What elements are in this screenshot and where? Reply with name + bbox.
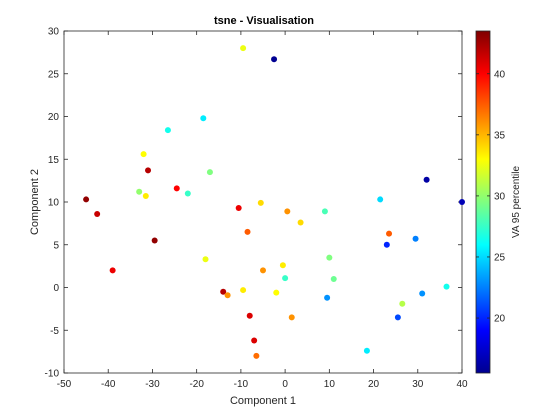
chart-title: tsne - Visualisation: [214, 15, 314, 27]
data-point: [235, 204, 242, 211]
data-point: [383, 241, 390, 248]
data-point: [109, 267, 116, 274]
data-point: [244, 228, 251, 235]
data-point: [399, 300, 406, 307]
colorbar-tick-label: 40: [494, 69, 506, 80]
x-tick-label: -20: [189, 379, 204, 390]
y-tick-label: 30: [48, 27, 60, 38]
data-point: [142, 193, 149, 200]
data-point: [386, 230, 393, 237]
colorbar-gradient: [475, 30, 491, 374]
data-point: [151, 237, 158, 244]
data-point: [324, 294, 331, 301]
scatter-points: [83, 45, 465, 359]
data-point: [136, 188, 143, 195]
data-point: [240, 45, 247, 52]
data-point: [94, 210, 101, 217]
y-tick-label: -10: [45, 369, 60, 380]
colorbar-ticks: 20 25 30 35 40: [476, 69, 506, 325]
data-point: [145, 167, 152, 174]
y-tick-label: 0: [53, 283, 59, 294]
colorbar-tick-label: 20: [494, 314, 506, 325]
colorbar-tick-label: 35: [494, 130, 506, 141]
data-point: [459, 199, 465, 205]
y-axis-label: Component 2: [29, 169, 41, 235]
data-point: [83, 196, 90, 203]
data-point: [253, 352, 260, 359]
data-point: [297, 219, 304, 226]
data-point: [288, 314, 295, 321]
colorbar: 20 25 30 35 40 VA 95 percentile: [475, 30, 522, 374]
x-tick-label: 40: [456, 379, 468, 390]
data-point: [330, 275, 337, 282]
data-point: [419, 290, 426, 297]
x-axis: -50 -40 -30 -20 -10 0 10 20 30 40: [57, 31, 468, 390]
data-point: [206, 169, 213, 176]
y-tick-label: 10: [48, 198, 60, 209]
data-point: [246, 312, 253, 319]
data-point: [284, 208, 291, 215]
colorbar-tick-label: 25: [494, 252, 506, 263]
data-point: [271, 56, 278, 63]
data-point: [224, 292, 231, 299]
x-tick-label: -40: [101, 379, 116, 390]
data-point: [326, 254, 333, 261]
x-tick-label: -50: [57, 379, 72, 390]
y-axis: -10 -5 0 5 10 15 20 25 30: [45, 27, 462, 380]
y-tick-label: 20: [48, 112, 60, 123]
data-point: [423, 176, 430, 183]
colorbar-tick-label: 30: [494, 191, 506, 202]
data-point: [279, 262, 286, 269]
data-point: [251, 337, 258, 344]
x-tick-label: -30: [145, 379, 160, 390]
data-point: [363, 347, 370, 354]
data-point: [220, 288, 227, 295]
data-point: [273, 289, 280, 296]
data-point: [202, 256, 209, 263]
data-point: [200, 115, 207, 122]
x-axis-label: Component 1: [230, 395, 296, 407]
x-tick-label: -10: [234, 379, 249, 390]
data-point: [260, 267, 266, 274]
y-tick-label: 15: [48, 155, 60, 166]
data-point: [321, 208, 328, 215]
data-point: [173, 185, 180, 192]
data-point: [257, 199, 264, 206]
data-point: [140, 151, 147, 158]
y-tick-label: 25: [48, 69, 60, 80]
data-point: [377, 196, 384, 203]
data-point: [282, 275, 289, 282]
x-tick-label: 30: [412, 379, 424, 390]
x-tick-label: 20: [368, 379, 380, 390]
data-point: [184, 190, 191, 197]
data-point: [240, 287, 247, 294]
y-tick-label: -5: [50, 326, 59, 337]
x-tick-label: 10: [324, 379, 336, 390]
data-point: [164, 127, 171, 134]
x-tick-label: 0: [282, 379, 288, 390]
data-point: [443, 283, 450, 290]
data-point: [412, 235, 419, 242]
data-point: [394, 314, 401, 321]
y-tick-label: 5: [53, 240, 59, 251]
colorbar-label: VA 95 percentile: [511, 166, 522, 239]
